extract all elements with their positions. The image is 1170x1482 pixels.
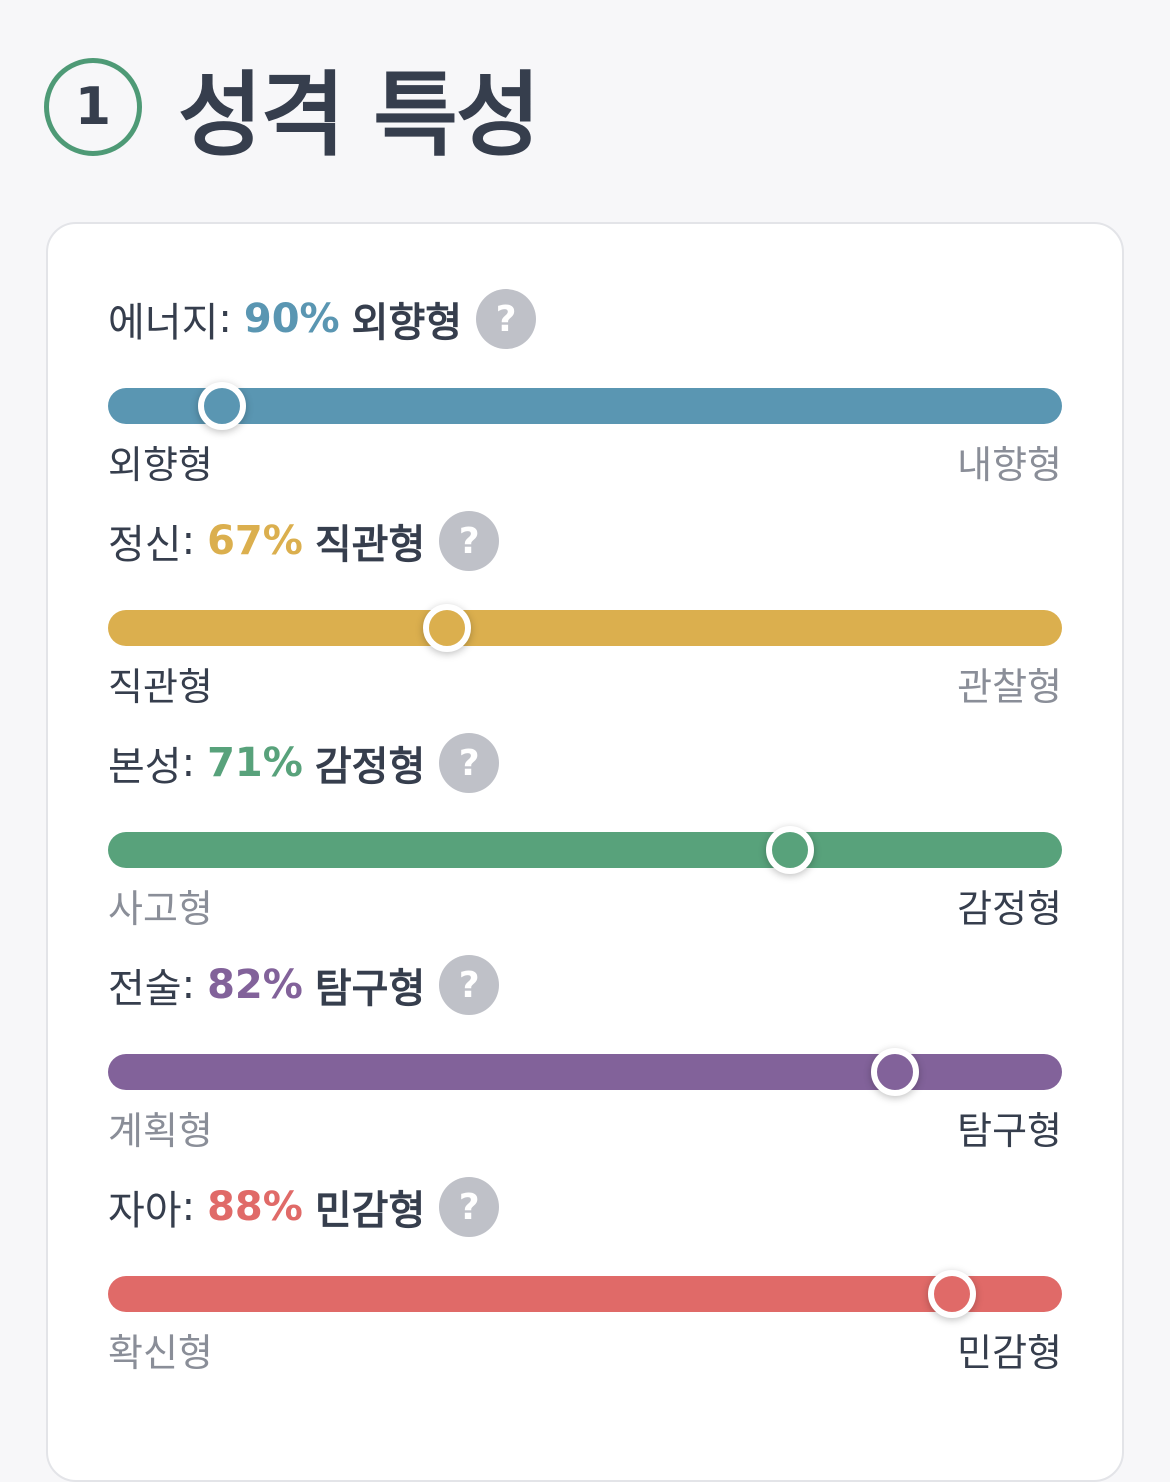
trait-right-label: 탐구형	[957, 1109, 1062, 1153]
trait-identity: 자아: 88% 민감형 ? 확신형 민감형	[108, 1172, 1062, 1375]
trait-percent: 88%	[207, 1184, 303, 1230]
trait-colon: :	[218, 296, 232, 342]
trait-knob	[422, 604, 471, 652]
trait-result: 탐구형	[314, 966, 426, 1012]
trait-colon: :	[181, 740, 196, 786]
trait-percent: 71%	[207, 740, 303, 786]
trait-right-label: 감정형	[957, 887, 1062, 931]
help-icon[interactable]: ?	[476, 289, 537, 349]
trait-percent: 90%	[243, 296, 340, 342]
trait-percent: 67%	[207, 518, 303, 564]
section-number-badge: 1	[44, 58, 142, 156]
trait-result: 직관형	[314, 522, 426, 568]
trait-track	[108, 382, 1062, 430]
trait-track	[108, 604, 1062, 652]
help-icon[interactable]: ?	[439, 1177, 500, 1237]
trait-track	[108, 826, 1062, 874]
trait-knob	[871, 1048, 920, 1096]
trait-track	[108, 1048, 1062, 1096]
trait-heading: 에너지: 90% 외향형 ?	[108, 284, 537, 354]
trait-knob	[766, 826, 815, 874]
trait-percent: 82%	[207, 962, 303, 1008]
help-icon[interactable]: ?	[439, 511, 500, 571]
trait-result: 감정형	[314, 744, 426, 790]
help-icon[interactable]: ?	[439, 955, 500, 1015]
trait-result: 외향형	[351, 300, 463, 346]
trait-right-label: 민감형	[957, 1331, 1062, 1375]
traits-card: 에너지: 90% 외향형 ? 외향형 내향형 정신: 67% 직관형 ? 직관형…	[46, 222, 1124, 1482]
trait-heading: 본성: 71% 감정형 ?	[108, 728, 500, 798]
trait-name: 전술	[108, 966, 182, 1012]
trait-heading: 자아: 88% 민감형 ?	[108, 1172, 500, 1242]
trait-heading: 정신: 67% 직관형 ?	[108, 506, 500, 576]
trait-knob	[198, 382, 247, 430]
trait-result: 민감형	[314, 1188, 426, 1234]
trait-left-label: 계획형	[108, 1109, 213, 1153]
trait-name: 에너지	[108, 300, 219, 346]
trait-colon: :	[181, 1184, 196, 1230]
section-title: 성격 특성	[178, 61, 541, 169]
trait-left-label: 외향형	[108, 443, 213, 487]
trait-colon: :	[181, 518, 196, 564]
trait-left-label: 사고형	[108, 887, 213, 931]
trait-tactics: 전술: 82% 탐구형 ? 계획형 탐구형	[108, 950, 1062, 1153]
trait-name: 자아	[108, 1188, 182, 1234]
trait-heading: 전술: 82% 탐구형 ?	[108, 950, 500, 1020]
trait-right-label: 관찰형	[957, 665, 1062, 709]
trait-name: 정신	[108, 522, 182, 568]
help-icon[interactable]: ?	[439, 733, 500, 793]
trait-right-label: 내향형	[957, 443, 1062, 487]
trait-knob	[928, 1270, 977, 1318]
trait-track	[108, 1270, 1062, 1318]
trait-nature: 본성: 71% 감정형 ? 사고형 감정형	[108, 728, 1062, 931]
trait-left-label: 확신형	[108, 1331, 213, 1375]
section-header: 1 성격 특성	[44, 52, 541, 169]
trait-left-label: 직관형	[108, 665, 213, 709]
trait-energy: 에너지: 90% 외향형 ? 외향형 내향형	[108, 284, 1062, 487]
trait-colon: :	[181, 962, 196, 1008]
trait-name: 본성	[108, 744, 182, 790]
trait-mind: 정신: 67% 직관형 ? 직관형 관찰형	[108, 506, 1062, 709]
